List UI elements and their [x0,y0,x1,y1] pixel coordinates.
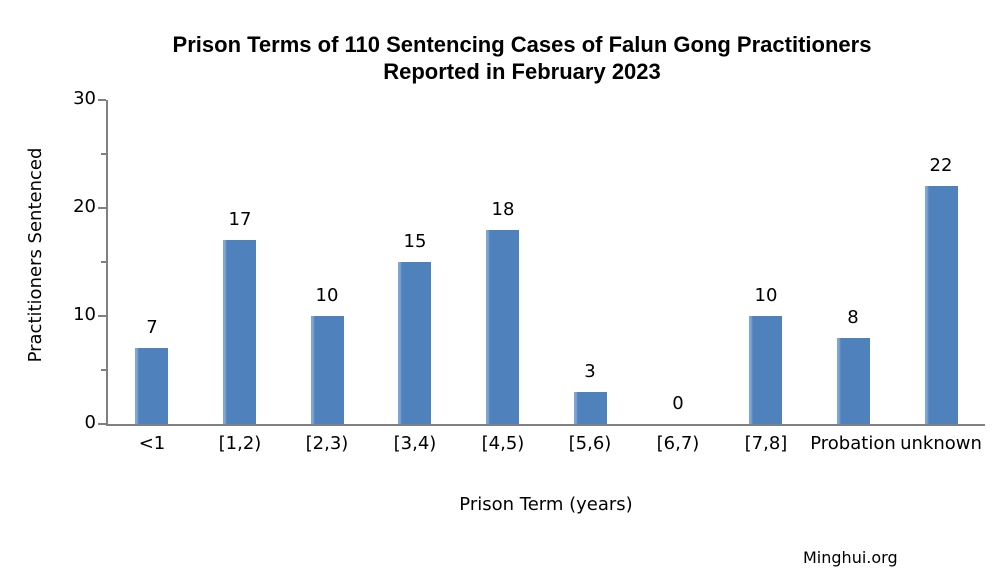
source-watermark: Minghui.org [803,548,898,567]
bar-value-label: 10 [754,285,778,306]
chart-title-line2: Reported in February 2023 [383,59,661,84]
bar [135,348,168,424]
bar-value-label: 22 [929,155,953,176]
x-axis-title: Prison Term (years) [459,494,633,515]
x-tick-label: [7,8] [744,433,788,454]
y-major-tick-mark [98,315,106,317]
x-tick-label: [2,3) [305,433,349,454]
bar-value-label: 7 [146,317,158,338]
bar [574,392,607,424]
x-tick-label: [6,7) [656,433,700,454]
x-tick-label: [3,4) [393,433,437,454]
x-tick-label: Probation [810,433,896,454]
x-axis-line [106,424,985,426]
x-tick-label: [5,6) [568,433,612,454]
x-tick-label: [4,5) [481,433,525,454]
x-tick-label: <1 [138,433,166,454]
bar [925,186,958,424]
x-tick-label: unknown [900,433,982,454]
chart-title: Prison Terms of 110 Sentencing Cases of … [22,31,1000,85]
bar-value-label: 0 [672,393,684,414]
bar [223,240,256,424]
bar-value-label: 10 [315,285,339,306]
bar-value-label: 18 [491,199,515,220]
y-major-tick-mark [98,207,106,209]
x-tick-label: [1,2) [218,433,262,454]
y-minor-tick-mark [101,261,106,263]
y-major-tick-mark [98,99,106,101]
bar [311,316,344,424]
y-minor-tick-mark [101,153,106,155]
bar-value-label: 8 [847,307,859,328]
bar-value-label: 3 [584,361,596,382]
y-tick-label: 30 [73,88,96,109]
bar [486,230,519,424]
bar [837,338,870,424]
bar [749,316,782,424]
y-tick-label: 0 [84,412,96,433]
bar-value-label: 15 [403,231,427,252]
y-axis-line [106,100,108,426]
y-minor-tick-mark [101,369,106,371]
bar [398,262,431,424]
y-tick-label: 20 [73,196,96,217]
bar-value-label: 17 [228,209,252,230]
y-major-tick-mark [98,423,106,425]
y-tick-label: 10 [73,304,96,325]
chart-title-line1: Prison Terms of 110 Sentencing Cases of … [172,32,872,57]
